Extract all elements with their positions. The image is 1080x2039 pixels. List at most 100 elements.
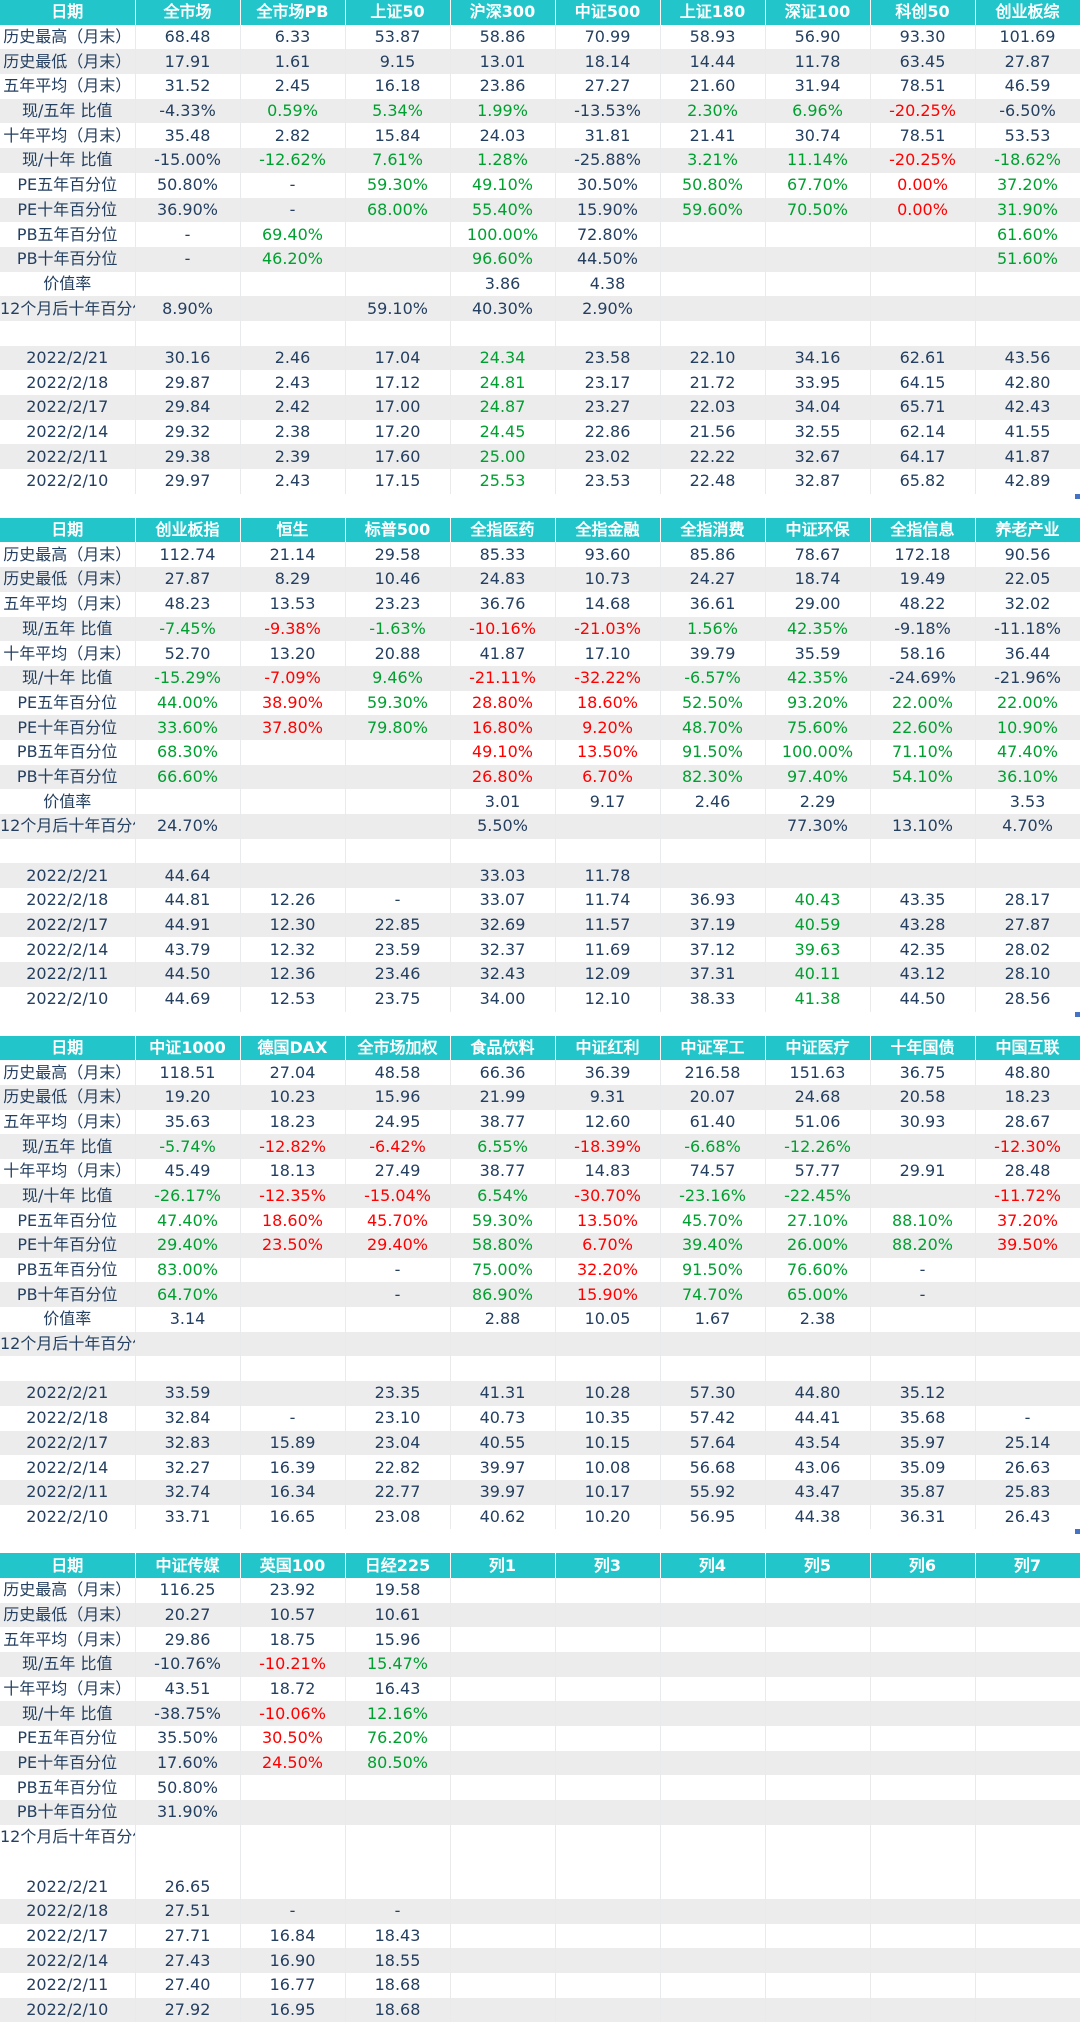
table-cell[interactable]: 2.43 [240, 469, 346, 494]
table-cell[interactable] [240, 271, 346, 297]
table-cell[interactable]: 31.94 [765, 74, 871, 99]
table-cell[interactable] [660, 1775, 766, 1801]
table-cell[interactable]: 52.70 [135, 641, 241, 666]
table-cell[interactable]: 36.39 [555, 1060, 661, 1085]
table-cell[interactable] [870, 1726, 976, 1751]
table-cell[interactable]: 28.67 [975, 1109, 1080, 1135]
table-cell[interactable]: 39.40% [660, 1233, 766, 1258]
table-cell[interactable] [975, 1257, 1080, 1283]
table-cell[interactable] [660, 1627, 766, 1652]
resize-handle-icon[interactable] [1075, 493, 1080, 499]
table-cell[interactable]: 35.63 [135, 1109, 241, 1135]
table-cell[interactable]: 2.82 [240, 123, 346, 149]
row-label[interactable]: 五年平均（月末） [0, 1627, 136, 1652]
table-cell[interactable]: 50.80% [135, 172, 241, 198]
column-header[interactable]: 中证红利 [555, 1035, 661, 1061]
table-cell[interactable]: -15.04% [345, 1183, 451, 1209]
table-cell[interactable]: 21.72 [660, 370, 766, 395]
table-cell[interactable] [765, 1356, 871, 1382]
row-label[interactable]: 12个月后十年百分位 [0, 296, 136, 321]
table-cell[interactable] [975, 838, 1080, 864]
table-cell[interactable]: 55.92 [660, 1479, 766, 1505]
table-cell[interactable]: 12.60 [555, 1109, 661, 1135]
table-cell[interactable]: -21.11% [450, 665, 556, 691]
table-cell[interactable] [975, 1726, 1080, 1751]
table-cell[interactable]: 47.40% [135, 1208, 241, 1233]
table-cell[interactable] [240, 1800, 346, 1825]
table-cell[interactable]: -25.88% [555, 148, 661, 173]
table-cell[interactable]: 10.61 [345, 1602, 451, 1628]
row-label[interactable]: 价值率 [0, 1307, 136, 1332]
table-cell[interactable]: 49.10% [450, 172, 556, 198]
table-cell[interactable]: 78.51 [870, 123, 976, 149]
table-cell[interactable]: 58.80% [450, 1233, 556, 1258]
table-cell[interactable] [765, 1997, 871, 2023]
table-cell[interactable]: 12.26 [240, 888, 346, 913]
table-cell[interactable]: 100.00% [765, 739, 871, 765]
table-cell[interactable] [765, 1824, 871, 1850]
table-cell[interactable] [765, 1948, 871, 1973]
row-label[interactable]: 2022/2/11 [0, 962, 136, 987]
table-cell[interactable]: 22.00% [975, 690, 1080, 716]
table-cell[interactable]: 77.30% [765, 814, 871, 839]
table-cell[interactable] [555, 1627, 661, 1652]
table-cell[interactable]: 27.43 [135, 1948, 241, 1973]
table-cell[interactable] [660, 320, 766, 346]
table-cell[interactable]: 17.15 [345, 469, 451, 494]
table-cell[interactable]: 11.78 [765, 49, 871, 75]
row-label[interactable]: 2022/2/17 [0, 1430, 136, 1456]
table-cell[interactable]: 15.89 [240, 1430, 346, 1456]
table-cell[interactable]: 82.30% [660, 764, 766, 790]
table-cell[interactable] [870, 863, 976, 889]
table-cell[interactable] [765, 1577, 871, 1603]
table-cell[interactable]: 23.59 [345, 937, 451, 963]
table-cell[interactable]: 65.71 [870, 395, 976, 420]
table-cell[interactable]: -20.25% [870, 98, 976, 124]
table-cell[interactable]: 23.35 [345, 1381, 451, 1406]
table-cell[interactable] [975, 1701, 1080, 1727]
table-cell[interactable] [660, 1652, 766, 1677]
row-label[interactable]: 2022/2/14 [0, 1948, 136, 1973]
row-label[interactable]: PB五年百分位 [0, 1257, 136, 1283]
table-cell[interactable]: 22.22 [660, 444, 766, 470]
table-cell[interactable] [870, 1775, 976, 1801]
table-cell[interactable]: 11.69 [555, 937, 661, 963]
table-cell[interactable]: 66.60% [135, 764, 241, 790]
table-cell[interactable]: 12.36 [240, 962, 346, 987]
table-cell[interactable]: 22.60% [870, 715, 976, 740]
table-cell[interactable]: 49.10% [450, 739, 556, 765]
table-cell[interactable]: 93.30 [870, 24, 976, 50]
table-cell[interactable] [870, 1676, 976, 1702]
table-cell[interactable]: 43.12 [870, 962, 976, 987]
table-cell[interactable]: 23.75 [345, 986, 451, 1012]
table-cell[interactable] [660, 1849, 766, 1875]
table-cell[interactable]: 4.70% [975, 814, 1080, 839]
column-header[interactable]: 日期 [0, 1553, 136, 1578]
table-cell[interactable]: 72.80% [555, 222, 661, 247]
table-cell[interactable]: 9.15 [345, 49, 451, 75]
table-cell[interactable] [555, 1602, 661, 1628]
table-cell[interactable] [555, 838, 661, 864]
table-cell[interactable] [450, 1602, 556, 1628]
table-cell[interactable]: 15.96 [345, 1084, 451, 1110]
table-cell[interactable]: 34.16 [765, 345, 871, 371]
table-cell[interactable] [345, 863, 451, 889]
table-cell[interactable]: 21.56 [660, 419, 766, 445]
table-cell[interactable]: 6.55% [450, 1134, 556, 1159]
table-cell[interactable]: 51.60% [975, 246, 1080, 272]
table-cell[interactable]: - [240, 197, 346, 223]
table-cell[interactable]: 35.09 [870, 1455, 976, 1480]
table-cell[interactable] [765, 1849, 871, 1875]
table-cell[interactable] [870, 1923, 976, 1949]
table-cell[interactable]: 55.40% [450, 197, 556, 223]
table-cell[interactable]: 24.34 [450, 345, 556, 371]
table-cell[interactable]: 1.67 [660, 1307, 766, 1332]
table-cell[interactable]: 31.90% [135, 1800, 241, 1825]
table-cell[interactable] [555, 1849, 661, 1875]
table-cell[interactable]: 21.41 [660, 123, 766, 149]
table-cell[interactable]: 16.65 [240, 1504, 346, 1530]
table-cell[interactable] [765, 271, 871, 297]
table-cell[interactable]: 62.61 [870, 345, 976, 371]
table-cell[interactable] [660, 271, 766, 297]
table-cell[interactable]: 30.50% [240, 1726, 346, 1751]
